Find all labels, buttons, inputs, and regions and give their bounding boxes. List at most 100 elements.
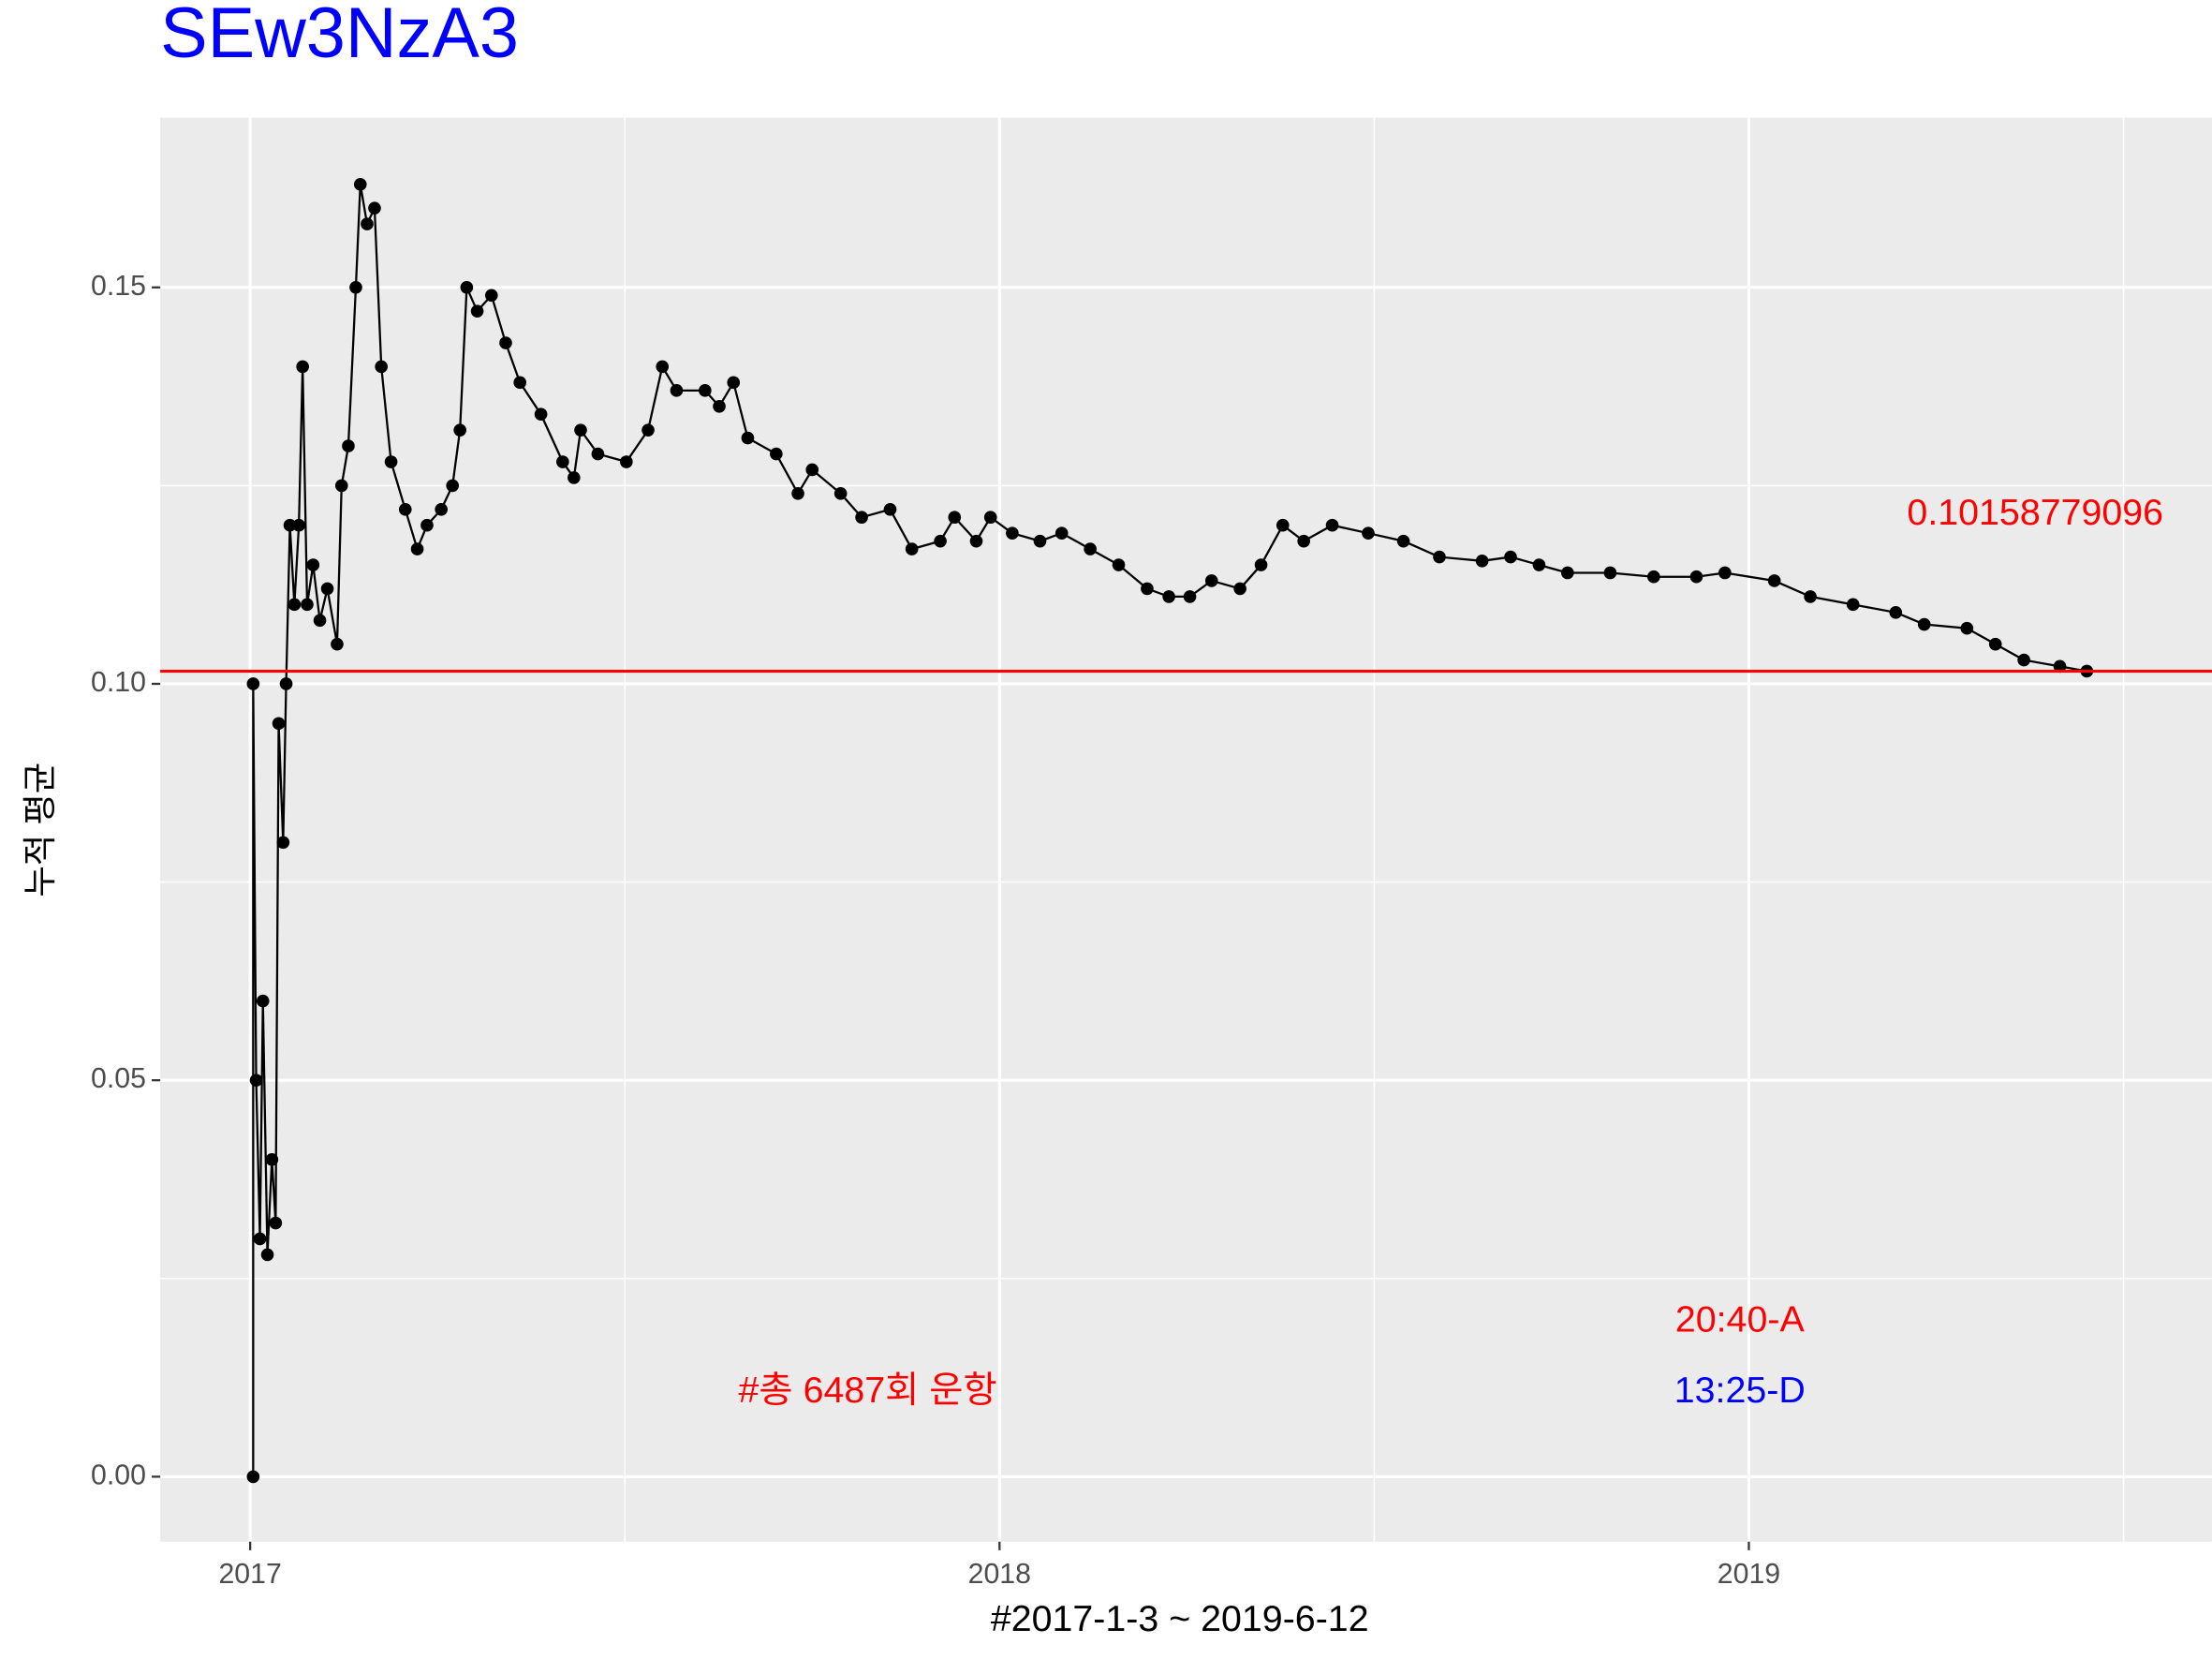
point <box>2017 653 2030 667</box>
point <box>368 201 381 215</box>
point <box>499 336 512 349</box>
point <box>1532 558 1546 571</box>
point <box>384 455 398 468</box>
x-tick-label: 2019 <box>1718 1559 1780 1590</box>
point <box>446 479 459 493</box>
point <box>249 1074 263 1088</box>
point <box>969 534 983 548</box>
point <box>1006 526 1019 540</box>
point <box>1846 598 1860 612</box>
point <box>1603 566 1617 580</box>
point <box>727 376 741 390</box>
chart-title: SEw3NzA3 <box>160 0 519 73</box>
y-tick-label: 0.00 <box>91 1459 146 1490</box>
point <box>1325 518 1339 532</box>
x-tick-label: 2018 <box>968 1559 1031 1590</box>
point <box>306 558 320 571</box>
point <box>334 479 348 493</box>
reference-label: 0.10158779096 <box>1907 492 2163 533</box>
point <box>1767 574 1781 587</box>
point <box>534 407 548 422</box>
point <box>398 502 412 516</box>
point <box>301 598 314 612</box>
point <box>713 399 726 413</box>
panel <box>160 117 2212 1542</box>
point <box>313 614 327 628</box>
point <box>833 487 848 500</box>
point <box>1689 570 1703 584</box>
point <box>883 502 897 516</box>
point <box>269 1216 283 1230</box>
point <box>260 1248 274 1262</box>
point <box>353 177 367 191</box>
point <box>1804 590 1817 603</box>
point <box>670 384 684 397</box>
point <box>1084 542 1097 555</box>
point <box>805 463 819 477</box>
point <box>1054 526 1069 540</box>
point <box>934 534 947 548</box>
point <box>320 582 334 596</box>
point <box>656 360 670 374</box>
y-tick-label: 0.10 <box>91 667 146 698</box>
point <box>1561 566 1574 580</box>
point <box>855 511 868 525</box>
point <box>265 1153 279 1166</box>
point <box>1718 566 1732 580</box>
point <box>641 423 655 437</box>
point <box>948 511 962 525</box>
point <box>770 447 783 461</box>
point <box>1233 582 1246 596</box>
point <box>410 542 424 555</box>
point <box>460 280 474 294</box>
point <box>246 677 260 690</box>
point <box>349 280 362 294</box>
point <box>296 360 309 374</box>
point <box>288 598 302 612</box>
point <box>555 455 569 468</box>
point <box>905 542 919 555</box>
annotation: 20:40-A <box>1675 1298 1806 1340</box>
point <box>1141 582 1154 596</box>
point <box>470 304 484 318</box>
point <box>283 518 297 532</box>
point <box>1647 570 1660 584</box>
point <box>567 471 581 484</box>
point <box>1204 574 1218 587</box>
point <box>574 423 587 437</box>
point <box>620 455 633 468</box>
x-axis-label: #2017-1-3 ~ 2019-6-12 <box>991 1598 1369 1639</box>
point <box>292 518 305 532</box>
point <box>1033 534 1047 548</box>
y-tick-label: 0.15 <box>91 271 146 302</box>
point <box>276 836 290 850</box>
point <box>331 637 344 651</box>
point <box>435 502 448 516</box>
point <box>279 677 293 690</box>
point <box>1917 617 1931 631</box>
point <box>272 717 286 731</box>
point <box>1396 534 1410 548</box>
y-tick-label: 0.05 <box>91 1063 146 1094</box>
point <box>1183 590 1197 603</box>
point <box>1162 590 1175 603</box>
point <box>246 1470 260 1484</box>
y-axis-label: 누적 평균 <box>21 763 59 897</box>
point <box>1433 550 1446 564</box>
point <box>375 360 388 374</box>
annotation: #총 6487회 운항 <box>739 1370 997 1411</box>
annotation: 13:25-D <box>1674 1370 1806 1411</box>
point <box>1276 518 1290 532</box>
point <box>1362 526 1375 540</box>
point <box>420 518 434 532</box>
point <box>791 487 804 500</box>
point <box>513 376 527 390</box>
point <box>256 994 270 1008</box>
point <box>1475 554 1489 568</box>
point <box>699 384 712 397</box>
x-tick-label: 2017 <box>218 1559 281 1590</box>
point <box>1960 621 1974 635</box>
point <box>741 431 755 445</box>
